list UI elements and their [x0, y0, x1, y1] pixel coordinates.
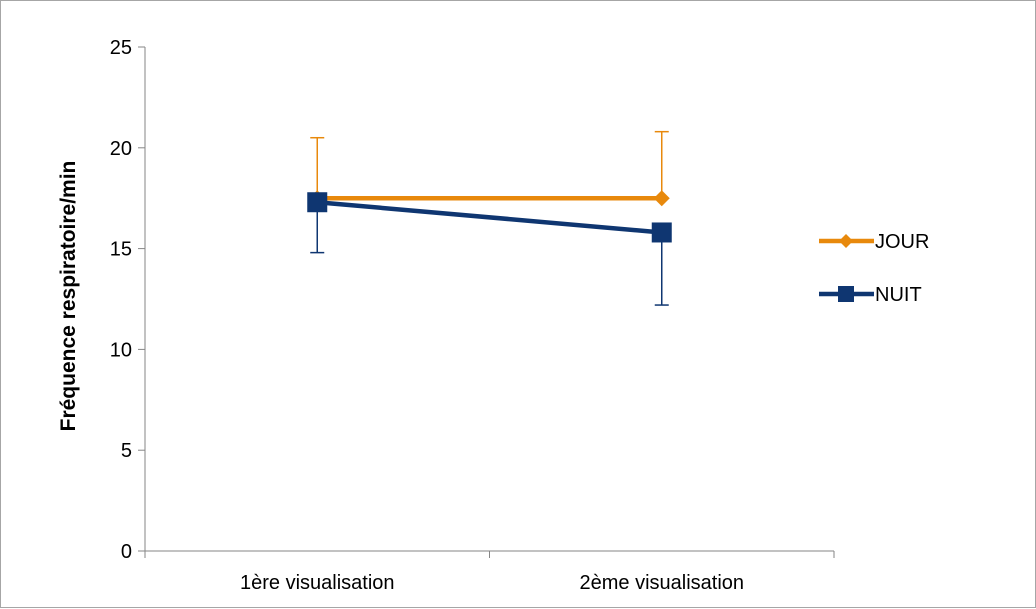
- y-tick-label: 5: [121, 440, 132, 462]
- y-tick-label: 20: [110, 138, 132, 160]
- legend-label: NUIT: [875, 284, 922, 306]
- series-markers: [307, 190, 672, 243]
- legend: JOUR NUIT: [819, 231, 929, 306]
- data-point-marker: [307, 192, 328, 213]
- y-tick-label: 10: [110, 339, 132, 361]
- error-bars: [310, 130, 669, 306]
- data-point-marker: [651, 222, 672, 243]
- y-tick-label: 25: [110, 37, 132, 59]
- y-tick-label: 0: [121, 541, 132, 563]
- series-lines: [317, 195, 662, 235]
- legend-marker: [839, 234, 853, 248]
- series-line: [317, 199, 662, 235]
- axes: [138, 46, 835, 558]
- x-tick-label: 1ère visualisation: [240, 572, 395, 594]
- data-point-marker: [653, 190, 670, 207]
- x-tick-labels: 1ère visualisation 2ème visualisation: [240, 572, 744, 594]
- y-tick-labels: 0 5 10 15 20 25: [110, 37, 132, 563]
- y-tick-label: 15: [110, 239, 132, 261]
- legend-marker: [838, 286, 854, 302]
- y-axis-label: Fréquence respiratoire/min: [57, 161, 80, 432]
- legend-label: JOUR: [875, 231, 929, 253]
- x-tick-label: 2ème visualisation: [579, 572, 744, 594]
